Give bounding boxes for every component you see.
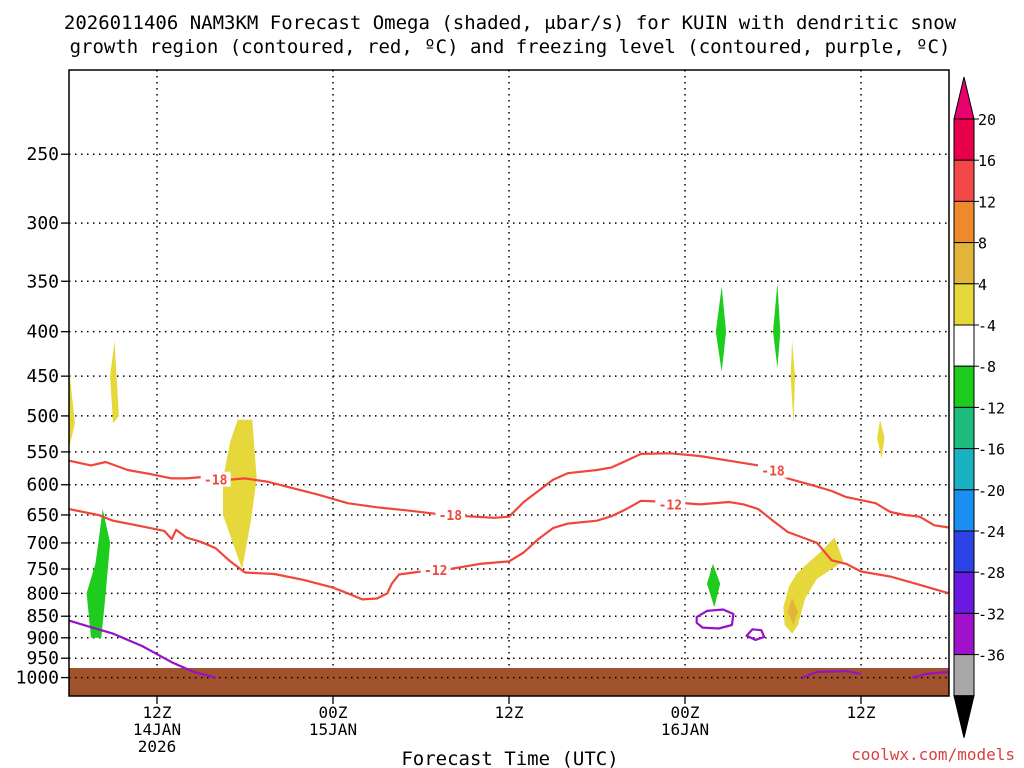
freezing-level-line-7	[745, 628, 766, 641]
omega-shade-region-4	[707, 563, 721, 608]
colorbar-bottom-arrow	[953, 695, 975, 738]
contour-label-bg	[758, 462, 788, 478]
colorbar-label: -12	[978, 399, 1005, 417]
contour-label: -18	[439, 509, 463, 524]
colorbar-swatch	[953, 118, 975, 161]
colorbar-top-arrow	[953, 76, 975, 120]
omega-shade-region-1	[86, 509, 111, 638]
contour-label: -18	[761, 465, 785, 480]
colorbar-label: 20	[978, 111, 996, 129]
colorbar-swatch	[953, 654, 975, 697]
colorbar-swatch	[953, 159, 975, 202]
omega-shading-layer	[69, 283, 885, 638]
omega-shade-region-9	[783, 537, 844, 634]
x-tick-label: 15JAN	[309, 720, 357, 739]
y-tick-label: 900	[26, 628, 59, 649]
freezing-level-line-6	[695, 608, 735, 630]
x-tick-label: 14JAN	[133, 720, 181, 739]
colorbar-swatch	[953, 406, 975, 450]
omega-shade-region-10	[877, 419, 885, 459]
y-tick-label: 550	[26, 442, 59, 463]
contour-12-line-2	[68, 499, 950, 601]
y-tick-label: 300	[26, 213, 59, 234]
y-tick-label: 850	[26, 606, 59, 627]
x-tick-label: 12Z	[143, 703, 172, 722]
colorbar-swatch	[953, 448, 975, 491]
plot-area: -18 -18 -18 -12 -12	[68, 69, 950, 697]
freezing-level-line-3	[68, 619, 216, 679]
colorbar-swatch	[953, 365, 975, 408]
x-axis-label: Forecast Time (UTC)	[401, 748, 618, 768]
y-tick-label: 950	[26, 648, 59, 669]
contour-label: -12	[424, 564, 447, 579]
colorbar-label: -24	[978, 523, 1005, 541]
x-tick-label: 00Z	[671, 703, 700, 722]
y-tick-label: 750	[26, 559, 59, 580]
omega-shade-region-5	[69, 367, 75, 449]
colorbar-label: 16	[978, 152, 996, 170]
x-tick-label: 12Z	[495, 703, 524, 722]
colorbar-swatch	[953, 571, 975, 614]
colorbar-label: -16	[978, 441, 1005, 459]
omega-shade-region-7	[223, 419, 257, 569]
chart-title-line2: growth region (contoured, red, ºC) and f…	[70, 36, 951, 58]
colorbar-label: -4	[978, 317, 996, 335]
colorbar-label: -20	[978, 482, 1005, 500]
omega-shade-region-3	[773, 283, 781, 368]
colorbar: 20 16 12 8 4 -4 -8 -12 -16 -20 -24 -28 -32 -36	[953, 76, 1005, 738]
contour-layer: -18 -18 -18 -12 -12	[68, 452, 950, 679]
y-tick-label: 450	[26, 366, 59, 387]
contour-label: -18	[204, 474, 228, 489]
x-tick-label: 16JAN	[661, 720, 709, 739]
x-tick-label: 12Z	[847, 703, 876, 722]
colorbar-swatch	[953, 242, 975, 285]
y-tick-label: 800	[26, 583, 59, 604]
contour-label-bg	[420, 561, 451, 577]
colorbar-label: -36	[978, 647, 1005, 665]
y-tick-label: 700	[26, 533, 59, 554]
contour-label-bg	[655, 496, 686, 512]
colorbar-label: -8	[978, 358, 996, 376]
x-tick-label: 2026	[138, 737, 177, 756]
y-tick-label: 1000	[16, 668, 59, 689]
colorbar-swatch	[953, 324, 975, 367]
colorbar-swatch	[953, 283, 975, 326]
colorbar-label: 4	[978, 276, 987, 294]
chart-title-line1: 2026011406 NAM3KM Forecast Omega (shaded…	[64, 12, 957, 34]
colorbar-swatch	[953, 530, 975, 573]
y-tick-label: 500	[26, 406, 59, 427]
y-tick-label: 250	[26, 144, 59, 165]
x-tick-label: 00Z	[319, 703, 348, 722]
contour-label: -12	[659, 498, 682, 513]
colorbar-swatch	[953, 489, 975, 532]
omega-shade-region-2	[715, 286, 727, 372]
omega-shade-region-6	[110, 341, 119, 424]
contour-label-bg	[200, 471, 231, 487]
colorbar-swatch	[953, 200, 975, 244]
freezing-level-line-5	[912, 670, 950, 679]
y-tick-label: 350	[26, 271, 59, 292]
colorbar-label: -32	[978, 605, 1005, 623]
terrain-band	[69, 668, 949, 696]
y-tick-label: 400	[26, 322, 59, 343]
colorbar-label: -28	[978, 564, 1005, 582]
colorbar-label: 8	[978, 235, 987, 253]
colorbar-label: 12	[978, 193, 996, 211]
colorbar-swatch	[953, 612, 975, 656]
omega-shade-region-11	[787, 598, 798, 625]
omega-shade-region-8	[790, 341, 795, 424]
y-tick-label: 650	[26, 505, 59, 526]
y-axis-ticks: 2503003504004505005506006507007508008509…	[16, 144, 69, 689]
watermark: coolwx.com/models	[851, 745, 1015, 764]
freezing-level-line-4	[801, 670, 862, 679]
contour-label-bg	[435, 506, 466, 522]
y-tick-label: 600	[26, 475, 59, 496]
